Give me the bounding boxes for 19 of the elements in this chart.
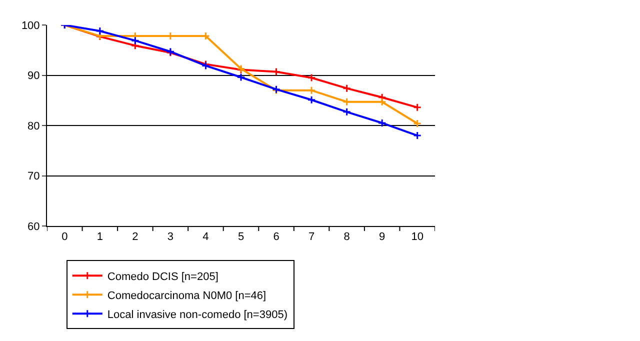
- legend-label: Comedo DCIS [n=205]: [107, 270, 218, 283]
- x-tick-label: 4: [202, 231, 209, 244]
- x-tick-label: 10: [411, 231, 424, 244]
- y-tick-label: 70: [28, 170, 40, 183]
- y-tick-label: 100: [21, 20, 40, 32]
- y-tick-label: 60: [28, 220, 40, 233]
- x-tick-label: 9: [379, 231, 386, 244]
- legend-label: Comedocarcinoma N0M0 [n=46]: [107, 290, 266, 302]
- x-tick-label: 8: [344, 231, 350, 244]
- x-tick-label: 2: [132, 231, 138, 244]
- x-tick-label: 6: [273, 231, 280, 244]
- x-tick-label: 1: [96, 231, 103, 244]
- x-tick-label: 3: [167, 231, 174, 244]
- x-tick-label: 0: [62, 231, 68, 244]
- y-tick-label: 80: [28, 120, 40, 132]
- x-tick-label: 5: [238, 231, 244, 244]
- legend-label: Local invasive non-comedo [n=3905): [107, 308, 288, 321]
- x-tick-label: 7: [308, 231, 315, 244]
- y-tick-label: 90: [28, 70, 40, 82]
